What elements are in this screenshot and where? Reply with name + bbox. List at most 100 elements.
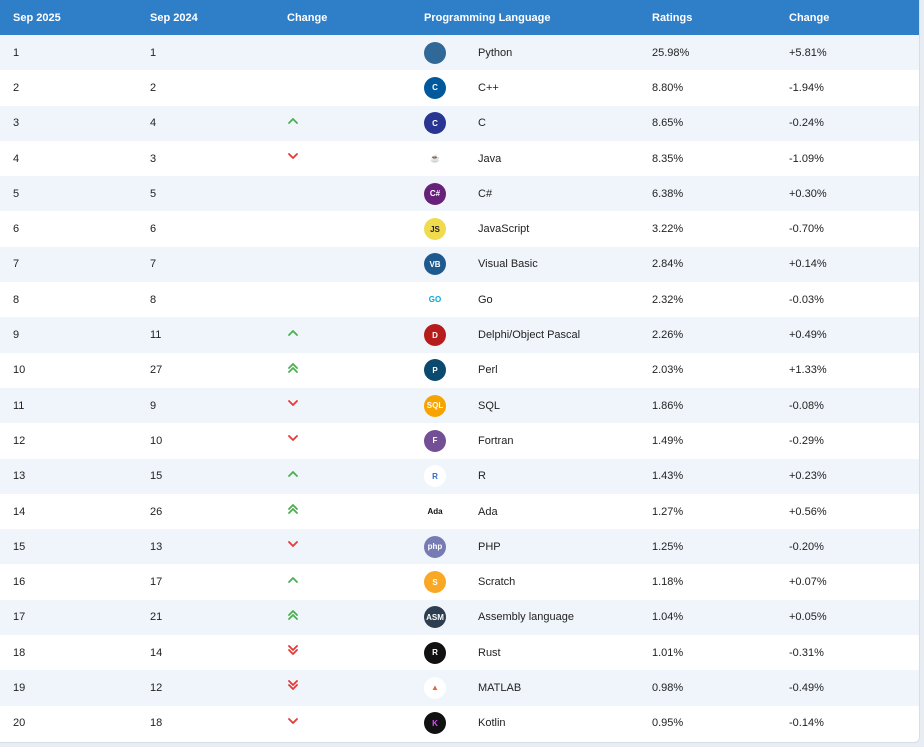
rating-change: -0.14% xyxy=(776,705,919,741)
delphi-icon: D xyxy=(424,324,446,347)
rating-change: -0.70% xyxy=(776,211,919,247)
rating-value: 1.18% xyxy=(639,564,776,600)
header-sep-2024[interactable]: Sep 2024 xyxy=(137,0,274,35)
rank-change-indicator xyxy=(274,35,411,71)
rating-change: -0.20% xyxy=(776,529,919,565)
rank-current: 2 xyxy=(0,70,137,106)
table-row[interactable]: 14 26 Ada Ada 1.27% +0.56% xyxy=(0,493,919,530)
rank-current: 4 xyxy=(0,140,137,177)
table-row[interactable]: 15 13 php PHP 1.25% -0.20% xyxy=(0,529,919,565)
rating-change: -0.49% xyxy=(776,670,919,706)
arrow-up-double-icon xyxy=(287,504,299,516)
table-row[interactable]: 12 10 F Fortran 1.49% -0.29% xyxy=(0,423,919,459)
rank-current: 3 xyxy=(0,105,137,141)
rank-change-indicator xyxy=(274,105,411,141)
arrow-down-double-icon xyxy=(287,645,299,657)
java-icon: ☕ xyxy=(424,147,446,170)
rating-value: 2.26% xyxy=(639,317,776,353)
header-change[interactable]: Change xyxy=(274,0,411,35)
table-row[interactable]: 13 15 R R 1.43% +0.23% xyxy=(0,458,919,494)
language-cell: D Delphi/Object Pascal xyxy=(411,317,639,353)
language-cell: ▲ MATLAB xyxy=(411,670,639,706)
rank-previous: 2 xyxy=(137,70,274,106)
arrow-up-icon xyxy=(287,575,299,587)
table-row[interactable]: 19 12 ▲ MATLAB 0.98% -0.49% xyxy=(0,670,919,706)
table-row[interactable]: 5 5 C# C# 6.38% +0.30% xyxy=(0,176,919,212)
arrow-down-icon xyxy=(287,433,299,445)
arrow-up-double-icon xyxy=(287,609,299,622)
ada-icon: Ada xyxy=(424,500,446,523)
header-sep-2025[interactable]: Sep 2025 xyxy=(0,0,137,35)
rating-change: +0.05% xyxy=(776,599,919,636)
arrow-up-icon xyxy=(287,116,299,128)
table-row[interactable]: 20 18 K Kotlin 0.95% -0.14% xyxy=(0,705,919,741)
rank-current: 9 xyxy=(0,317,137,353)
rating-change: -0.29% xyxy=(776,423,919,459)
cpp-icon: C xyxy=(424,76,446,99)
rust-icon: R xyxy=(424,641,446,664)
rating-value: 1.86% xyxy=(639,387,776,424)
rank-current: 5 xyxy=(0,176,137,212)
rating-value: 2.84% xyxy=(639,246,776,283)
rank-current: 6 xyxy=(0,211,137,247)
language-cell: php PHP xyxy=(411,529,639,565)
visual-basic-icon: VB xyxy=(424,253,446,276)
rank-previous: 10 xyxy=(137,423,274,459)
header-ratings[interactable]: Ratings xyxy=(639,0,776,35)
php-icon: php xyxy=(424,535,446,558)
language-name: Kotlin xyxy=(478,717,506,730)
rank-change-indicator xyxy=(274,211,411,247)
table-row[interactable]: 9 11 D Delphi/Object Pascal 2.26% +0.49% xyxy=(0,317,919,353)
rank-current: 8 xyxy=(0,282,137,318)
sql-icon: SQL xyxy=(424,394,446,417)
rank-previous: 7 xyxy=(137,246,274,283)
rank-previous: 5 xyxy=(137,176,274,212)
language-name: Ada xyxy=(478,505,498,518)
rating-change: -0.08% xyxy=(776,387,919,424)
rating-value: 2.32% xyxy=(639,282,776,318)
rank-current: 20 xyxy=(0,705,137,741)
language-name: Fortran xyxy=(478,434,514,447)
rank-current: 1 xyxy=(0,35,137,71)
rank-current: 16 xyxy=(0,564,137,600)
table-row[interactable]: 3 4 C C 8.65% -0.24% xyxy=(0,105,919,141)
rating-change: +5.81% xyxy=(776,35,919,71)
table-row[interactable]: 18 14 R Rust 1.01% -0.31% xyxy=(0,635,919,671)
rating-change: -0.03% xyxy=(776,282,919,318)
table-row[interactable]: 10 27 P Perl 2.03% +1.33% xyxy=(0,352,919,388)
rating-value: 1.04% xyxy=(639,599,776,636)
language-cell: R Rust xyxy=(411,635,639,671)
table-row[interactable]: 1 1 Python 25.98% +5.81% xyxy=(0,35,919,71)
table-row[interactable]: 17 21 ASM Assembly language 1.04% +0.05% xyxy=(0,599,919,636)
language-name: C# xyxy=(478,187,493,200)
language-cell: Python xyxy=(411,35,639,71)
table-row[interactable]: 16 17 S Scratch 1.18% +0.07% xyxy=(0,564,919,600)
rating-value: 8.35% xyxy=(639,140,776,177)
table-row[interactable]: 8 8 GO Go 2.32% -0.03% xyxy=(0,282,919,318)
header-ratings-change[interactable]: Change xyxy=(776,0,919,35)
header-programming-language[interactable]: Programming Language xyxy=(411,0,639,35)
language-cell: P Perl xyxy=(411,352,639,388)
language-name: R xyxy=(478,470,486,483)
table-row[interactable]: 11 9 SQL SQL 1.86% -0.08% xyxy=(0,387,919,424)
table-row[interactable]: 4 3 ☕ Java 8.35% -1.09% xyxy=(0,140,919,177)
rank-change-indicator xyxy=(274,564,411,600)
table-row[interactable]: 2 2 C C++ 8.80% -1.94% xyxy=(0,70,919,106)
rank-previous: 9 xyxy=(137,387,274,424)
matlab-icon: ▲ xyxy=(424,676,446,699)
python-icon xyxy=(424,41,446,64)
rating-change: +1.33% xyxy=(776,352,919,388)
table-row[interactable]: 6 6 JS JavaScript 3.22% -0.70% xyxy=(0,211,919,247)
rank-change-indicator xyxy=(274,670,411,706)
rating-change: -0.31% xyxy=(776,635,919,671)
rank-current: 14 xyxy=(0,493,137,530)
rank-previous: 6 xyxy=(137,211,274,247)
rating-change: +0.14% xyxy=(776,246,919,283)
rating-value: 8.65% xyxy=(639,105,776,141)
language-name: Delphi/Object Pascal xyxy=(478,329,581,342)
language-name: Perl xyxy=(478,364,498,377)
table-row[interactable]: 7 7 VB Visual Basic 2.84% +0.14% xyxy=(0,246,919,283)
rank-change-indicator xyxy=(274,352,411,388)
